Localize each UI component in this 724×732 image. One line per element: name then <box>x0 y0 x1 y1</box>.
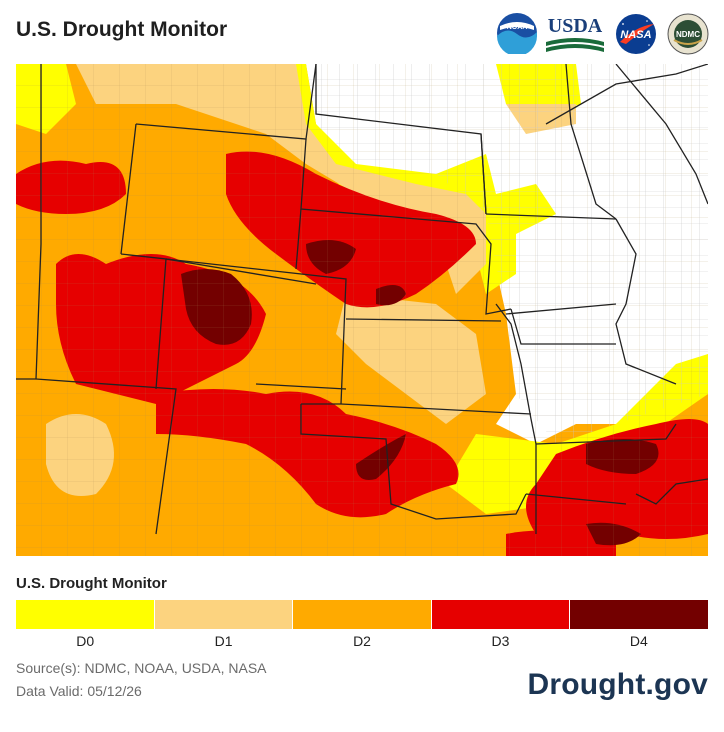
legend-swatch-d2 <box>293 600 432 629</box>
county-lines-north <box>306 64 708 214</box>
legend-swatch-d3 <box>431 600 571 629</box>
legend-bar <box>16 600 708 629</box>
usda-logo[interactable]: USDA <box>544 12 606 56</box>
legend-label-d3: D3 <box>491 633 510 649</box>
data-valid-date: Data Valid: 05/12/26 <box>16 683 142 699</box>
legend-swatch-d1 <box>154 600 294 629</box>
legend-label-d0: D0 <box>76 633 95 649</box>
nasa-logo[interactable]: NASA <box>614 12 658 56</box>
noaa-logo[interactable]: NOAA <box>496 12 538 54</box>
legend-swatch-d4 <box>570 600 708 629</box>
noaa-logo-text: NOAA <box>507 24 528 31</box>
drought-map[interactable] <box>16 64 708 556</box>
source-text: Source(s): NDMC, NOAA, USDA, NASA <box>16 660 267 676</box>
legend-label-d2: D2 <box>353 633 371 649</box>
legend-label-d4: D4 <box>629 633 648 649</box>
county-lines-east <box>486 214 708 444</box>
ndmc-logo[interactable]: NDMC <box>666 12 710 56</box>
page-title: U.S. Drought Monitor <box>16 18 228 41</box>
nasa-logo-text: NASA <box>620 29 651 41</box>
legend-swatch-d0 <box>16 600 155 629</box>
partner-logos: NOAA USDA NASA NDMC <box>496 12 712 58</box>
legend-labels: D0 D1 D2 D3 D4 <box>16 633 708 649</box>
usda-logo-text: USDA <box>548 15 603 37</box>
legend-label-d1: D1 <box>214 633 233 649</box>
legend-title: U.S. Drought Monitor <box>16 575 167 592</box>
ndmc-logo-text: NDMC <box>676 30 700 39</box>
drought-gov-link[interactable]: Drought.gov <box>527 668 708 701</box>
state-boundaries <box>16 64 708 535</box>
